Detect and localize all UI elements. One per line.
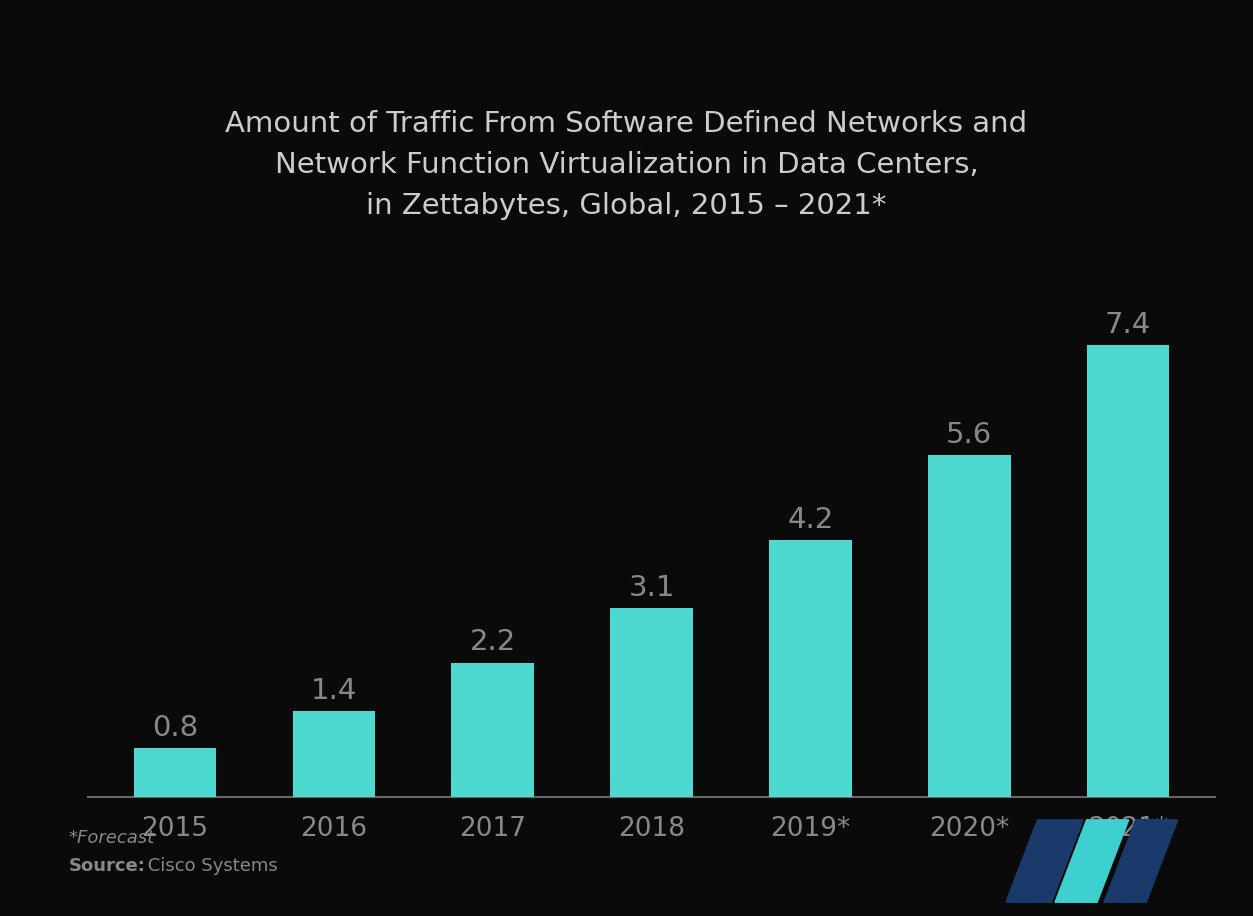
Bar	[769, 540, 852, 797]
Text: 5.6: 5.6	[946, 420, 992, 449]
Text: Source:: Source:	[69, 856, 145, 875]
Bar	[451, 662, 534, 797]
Text: Cisco Systems: Cisco Systems	[142, 856, 277, 875]
Text: Amount of Traffic From Software Defined Networks and
Network Function Virtualiza: Amount of Traffic From Software Defined …	[226, 110, 1027, 221]
Text: 7.4: 7.4	[1105, 311, 1152, 339]
Bar	[610, 607, 693, 797]
Text: 1.4: 1.4	[311, 677, 357, 705]
Polygon shape	[1006, 820, 1083, 902]
Text: 0.8: 0.8	[152, 714, 198, 742]
Polygon shape	[1104, 820, 1178, 902]
Bar	[293, 712, 375, 797]
Polygon shape	[1055, 820, 1129, 902]
Bar	[1086, 345, 1169, 797]
Bar	[928, 455, 1010, 797]
Text: *Forecast: *Forecast	[69, 829, 155, 847]
Text: 3.1: 3.1	[628, 573, 675, 602]
Text: 2.2: 2.2	[470, 628, 516, 657]
Text: 4.2: 4.2	[787, 507, 833, 534]
Bar	[134, 748, 217, 797]
